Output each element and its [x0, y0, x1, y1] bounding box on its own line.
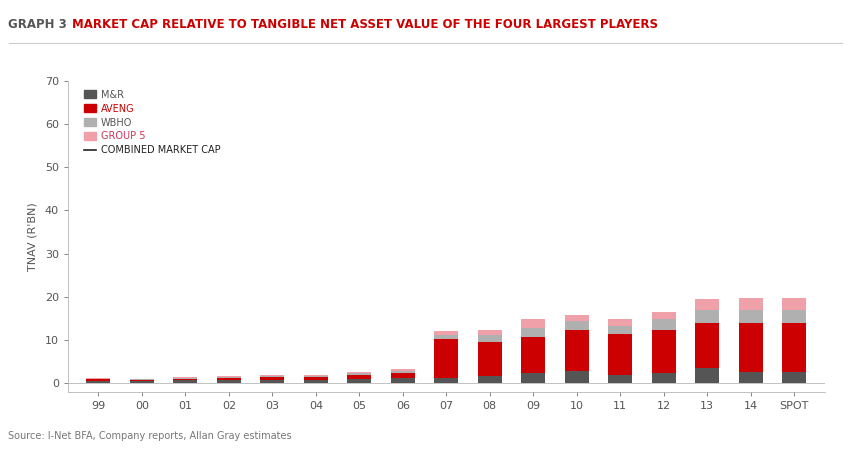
Bar — [303, 377, 328, 380]
Bar — [782, 298, 806, 310]
Bar — [652, 320, 676, 330]
Bar — [260, 377, 284, 380]
Bar — [564, 315, 589, 321]
Bar — [521, 320, 545, 328]
Bar — [695, 299, 719, 310]
Bar — [434, 339, 458, 378]
Bar — [130, 380, 154, 381]
Bar — [173, 378, 197, 380]
Bar — [260, 380, 284, 383]
Y-axis label: TNAV (R'BN): TNAV (R'BN) — [28, 202, 38, 270]
Bar — [391, 371, 415, 373]
Bar — [391, 378, 415, 383]
Bar — [434, 378, 458, 383]
Bar — [303, 376, 328, 377]
Bar — [521, 337, 545, 374]
Bar — [782, 310, 806, 323]
Bar — [303, 375, 328, 376]
Bar — [652, 312, 676, 320]
Bar — [695, 323, 719, 368]
Bar — [434, 331, 458, 335]
Bar — [87, 379, 110, 381]
Bar — [303, 380, 328, 383]
Bar — [217, 376, 241, 377]
Bar — [478, 330, 502, 335]
Bar — [130, 381, 154, 383]
Bar — [87, 381, 110, 383]
Bar — [217, 380, 241, 383]
Text: MARKET CAP RELATIVE TO TANGIBLE NET ASSET VALUE OF THE FOUR LARGEST PLAYERS: MARKET CAP RELATIVE TO TANGIBLE NET ASSE… — [72, 18, 658, 31]
Text: GRAPH 3: GRAPH 3 — [8, 18, 67, 31]
Bar — [609, 334, 632, 375]
Bar — [564, 371, 589, 383]
Bar — [782, 323, 806, 372]
Bar — [173, 380, 197, 383]
Bar — [695, 368, 719, 383]
Bar — [217, 377, 241, 378]
Bar — [695, 310, 719, 323]
Bar — [348, 379, 371, 383]
Bar — [652, 374, 676, 383]
Bar — [478, 335, 502, 342]
Bar — [739, 298, 762, 310]
Bar — [652, 330, 676, 374]
Bar — [217, 378, 241, 380]
Bar — [564, 321, 589, 330]
Bar — [478, 342, 502, 376]
Bar — [739, 372, 762, 383]
Bar — [521, 328, 545, 337]
Bar — [739, 310, 762, 323]
Bar — [609, 375, 632, 383]
Bar — [609, 319, 632, 325]
Bar — [782, 372, 806, 383]
Bar — [564, 330, 589, 371]
Bar — [609, 325, 632, 334]
Text: Source: I-Net BFA, Company reports, Allan Gray estimates: Source: I-Net BFA, Company reports, Alla… — [8, 431, 292, 441]
Bar — [739, 323, 762, 372]
Bar — [391, 369, 415, 371]
Bar — [521, 374, 545, 383]
Bar — [434, 335, 458, 339]
Bar — [391, 373, 415, 378]
Bar — [348, 375, 371, 379]
Bar — [348, 372, 371, 374]
Bar — [87, 378, 110, 379]
Bar — [260, 375, 284, 376]
Legend: M&R, AVENG, WBHO, GROUP 5, COMBINED MARKET CAP: M&R, AVENG, WBHO, GROUP 5, COMBINED MARK… — [81, 86, 224, 159]
Bar — [173, 377, 197, 378]
Bar — [478, 376, 502, 383]
Bar — [260, 376, 284, 377]
Bar — [348, 374, 371, 375]
